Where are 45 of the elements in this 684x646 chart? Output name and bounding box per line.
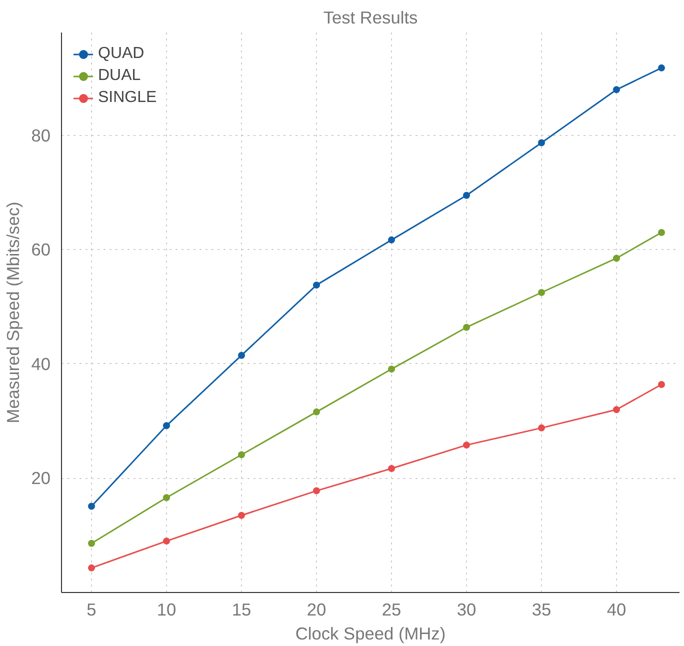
point — [538, 289, 545, 296]
legend-label: QUAD — [98, 45, 144, 63]
point — [163, 422, 170, 430]
point — [538, 424, 545, 432]
point — [388, 366, 395, 373]
x-tick-label: 5 — [86, 600, 96, 620]
x-tick-label: 20 — [306, 600, 326, 620]
y-tick-label: 20 — [31, 468, 51, 488]
point — [88, 540, 95, 547]
point — [388, 465, 395, 472]
point — [163, 538, 170, 545]
legend-label: SINGLE — [98, 89, 157, 107]
y-axis-title: Measured Speed (Mbits/sec) — [3, 202, 24, 424]
point — [88, 564, 95, 572]
x-tick-label: 15 — [232, 600, 252, 620]
point — [463, 324, 470, 331]
point — [658, 64, 665, 72]
point — [463, 442, 470, 449]
point — [388, 236, 395, 244]
point — [658, 229, 665, 236]
y-tick-label: 60 — [31, 240, 51, 260]
point — [613, 406, 620, 414]
point — [238, 352, 245, 359]
point — [538, 139, 545, 146]
point — [163, 494, 170, 502]
legend-label: DUAL — [98, 67, 141, 85]
point — [613, 254, 620, 262]
x-tick-label: 25 — [382, 600, 402, 620]
point — [613, 86, 620, 94]
x-tick-label: 10 — [156, 600, 176, 620]
x-tick-label: 40 — [606, 600, 626, 620]
x-axis-title: Clock Speed (MHz) — [295, 624, 446, 644]
point — [88, 502, 95, 510]
y-tick-label: 80 — [31, 125, 51, 146]
point — [238, 512, 245, 519]
point — [313, 282, 320, 289]
point — [313, 408, 320, 416]
x-tick-label: 30 — [456, 600, 476, 620]
chart-title: Test Results — [323, 8, 418, 28]
y-tick-label: 40 — [31, 354, 51, 374]
point — [313, 487, 320, 494]
point — [238, 451, 245, 458]
point — [658, 381, 665, 388]
point — [463, 192, 470, 199]
x-tick-label: 35 — [532, 600, 552, 620]
